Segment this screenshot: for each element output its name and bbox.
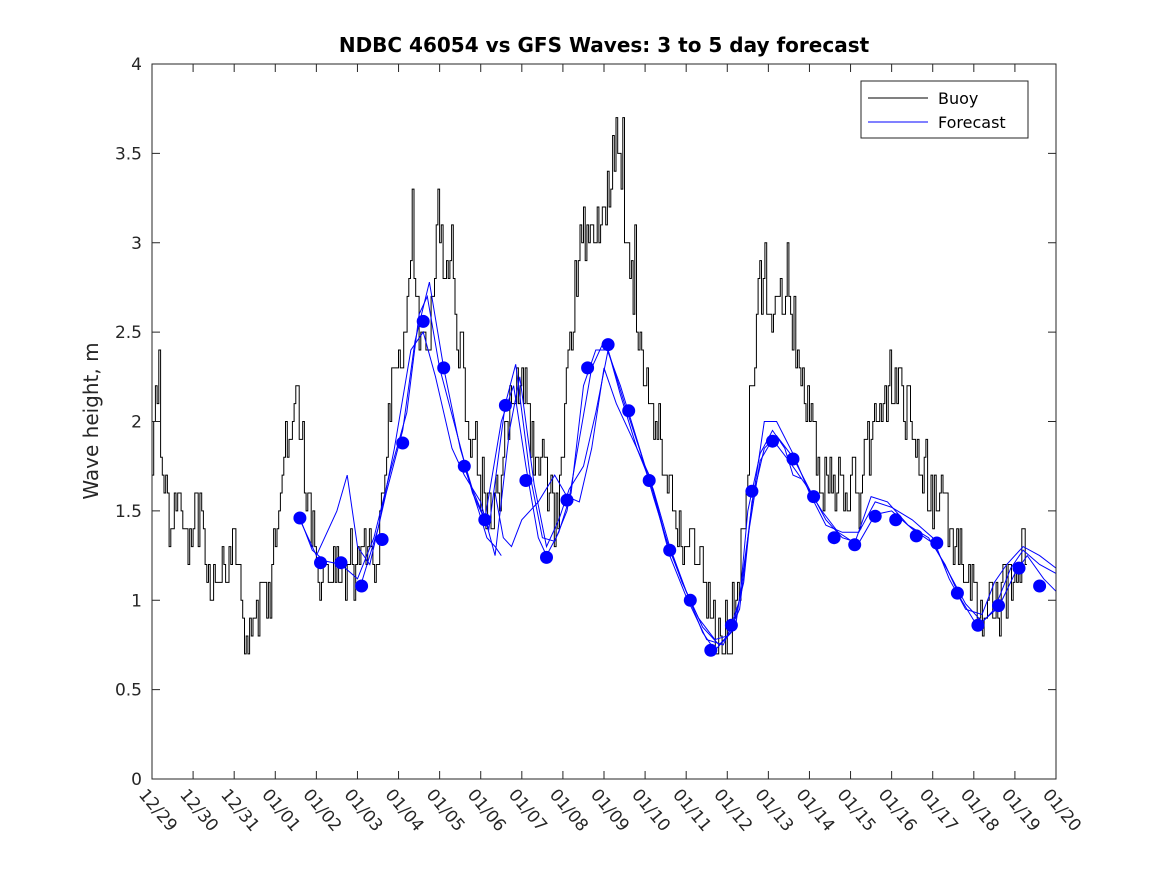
forecast-marker bbox=[868, 509, 882, 523]
forecast-marker bbox=[807, 490, 821, 504]
forecast-marker bbox=[971, 618, 985, 632]
forecast-line-run-5 bbox=[463, 466, 502, 556]
forecast-marker bbox=[704, 643, 718, 657]
forecast-marker bbox=[992, 599, 1005, 613]
y-tick-label: 2 bbox=[131, 413, 142, 433]
legend: Buoy Forecast bbox=[860, 80, 1029, 139]
forecast-marker bbox=[375, 533, 389, 546]
y-tick-label: 0 bbox=[131, 770, 142, 790]
forecast-marker bbox=[909, 529, 923, 543]
forecast-markers bbox=[293, 314, 1047, 657]
y-tick-label: 4 bbox=[131, 55, 142, 75]
forecast-marker bbox=[601, 338, 615, 352]
forecast-marker bbox=[950, 586, 964, 600]
forecast-marker bbox=[724, 618, 738, 632]
y-axis: 0 0.5 1 1.5 2 2.5 3 3.5 4 bbox=[115, 55, 1056, 790]
forecast-marker bbox=[766, 434, 779, 448]
forecast-marker bbox=[293, 511, 307, 525]
forecast-marker bbox=[1012, 561, 1026, 575]
forecast-marker bbox=[622, 404, 636, 418]
forecast-marker bbox=[889, 513, 903, 527]
forecast-marker bbox=[478, 513, 492, 527]
y-axis-label: Wave height, m bbox=[79, 342, 103, 499]
forecast-marker bbox=[560, 493, 574, 507]
legend-buoy-label: Buoy bbox=[938, 89, 978, 108]
chart-title: NDBC 46054 vs GFS Waves: 3 to 5 day fore… bbox=[339, 33, 870, 57]
forecast-marker bbox=[745, 484, 759, 498]
legend-forecast-label: Forecast bbox=[938, 113, 1006, 132]
forecast-marker bbox=[663, 543, 677, 557]
buoy-series bbox=[152, 117, 1027, 655]
forecast-marker bbox=[437, 361, 451, 375]
forecast-marker bbox=[396, 436, 410, 450]
forecast-marker bbox=[683, 593, 697, 607]
forecast-marker bbox=[355, 579, 369, 593]
forecast-marker bbox=[540, 550, 553, 564]
y-tick-label: 3 bbox=[131, 234, 142, 254]
y-tick-label: 0.5 bbox=[115, 681, 142, 701]
forecast-marker bbox=[827, 531, 841, 545]
buoy-line bbox=[152, 117, 1027, 655]
forecast-marker bbox=[786, 452, 800, 466]
forecast-marker bbox=[416, 314, 430, 328]
y-tick-label: 3.5 bbox=[115, 144, 142, 164]
forecast-marker bbox=[930, 536, 944, 550]
y-tick-label: 1.5 bbox=[115, 502, 142, 522]
forecast-marker bbox=[334, 556, 348, 570]
forecast-marker bbox=[498, 398, 512, 412]
y-tick-label: 2.5 bbox=[115, 323, 142, 343]
forecast-marker bbox=[519, 474, 533, 487]
forecast-marker bbox=[1033, 579, 1047, 593]
y-tick-label: 1 bbox=[131, 591, 142, 611]
forecast-marker bbox=[848, 538, 862, 552]
forecast-marker bbox=[314, 556, 327, 570]
forecast-marker bbox=[642, 474, 656, 487]
legend-box bbox=[860, 80, 1029, 139]
forecast-marker bbox=[581, 361, 595, 375]
forecast-marker bbox=[457, 459, 471, 473]
